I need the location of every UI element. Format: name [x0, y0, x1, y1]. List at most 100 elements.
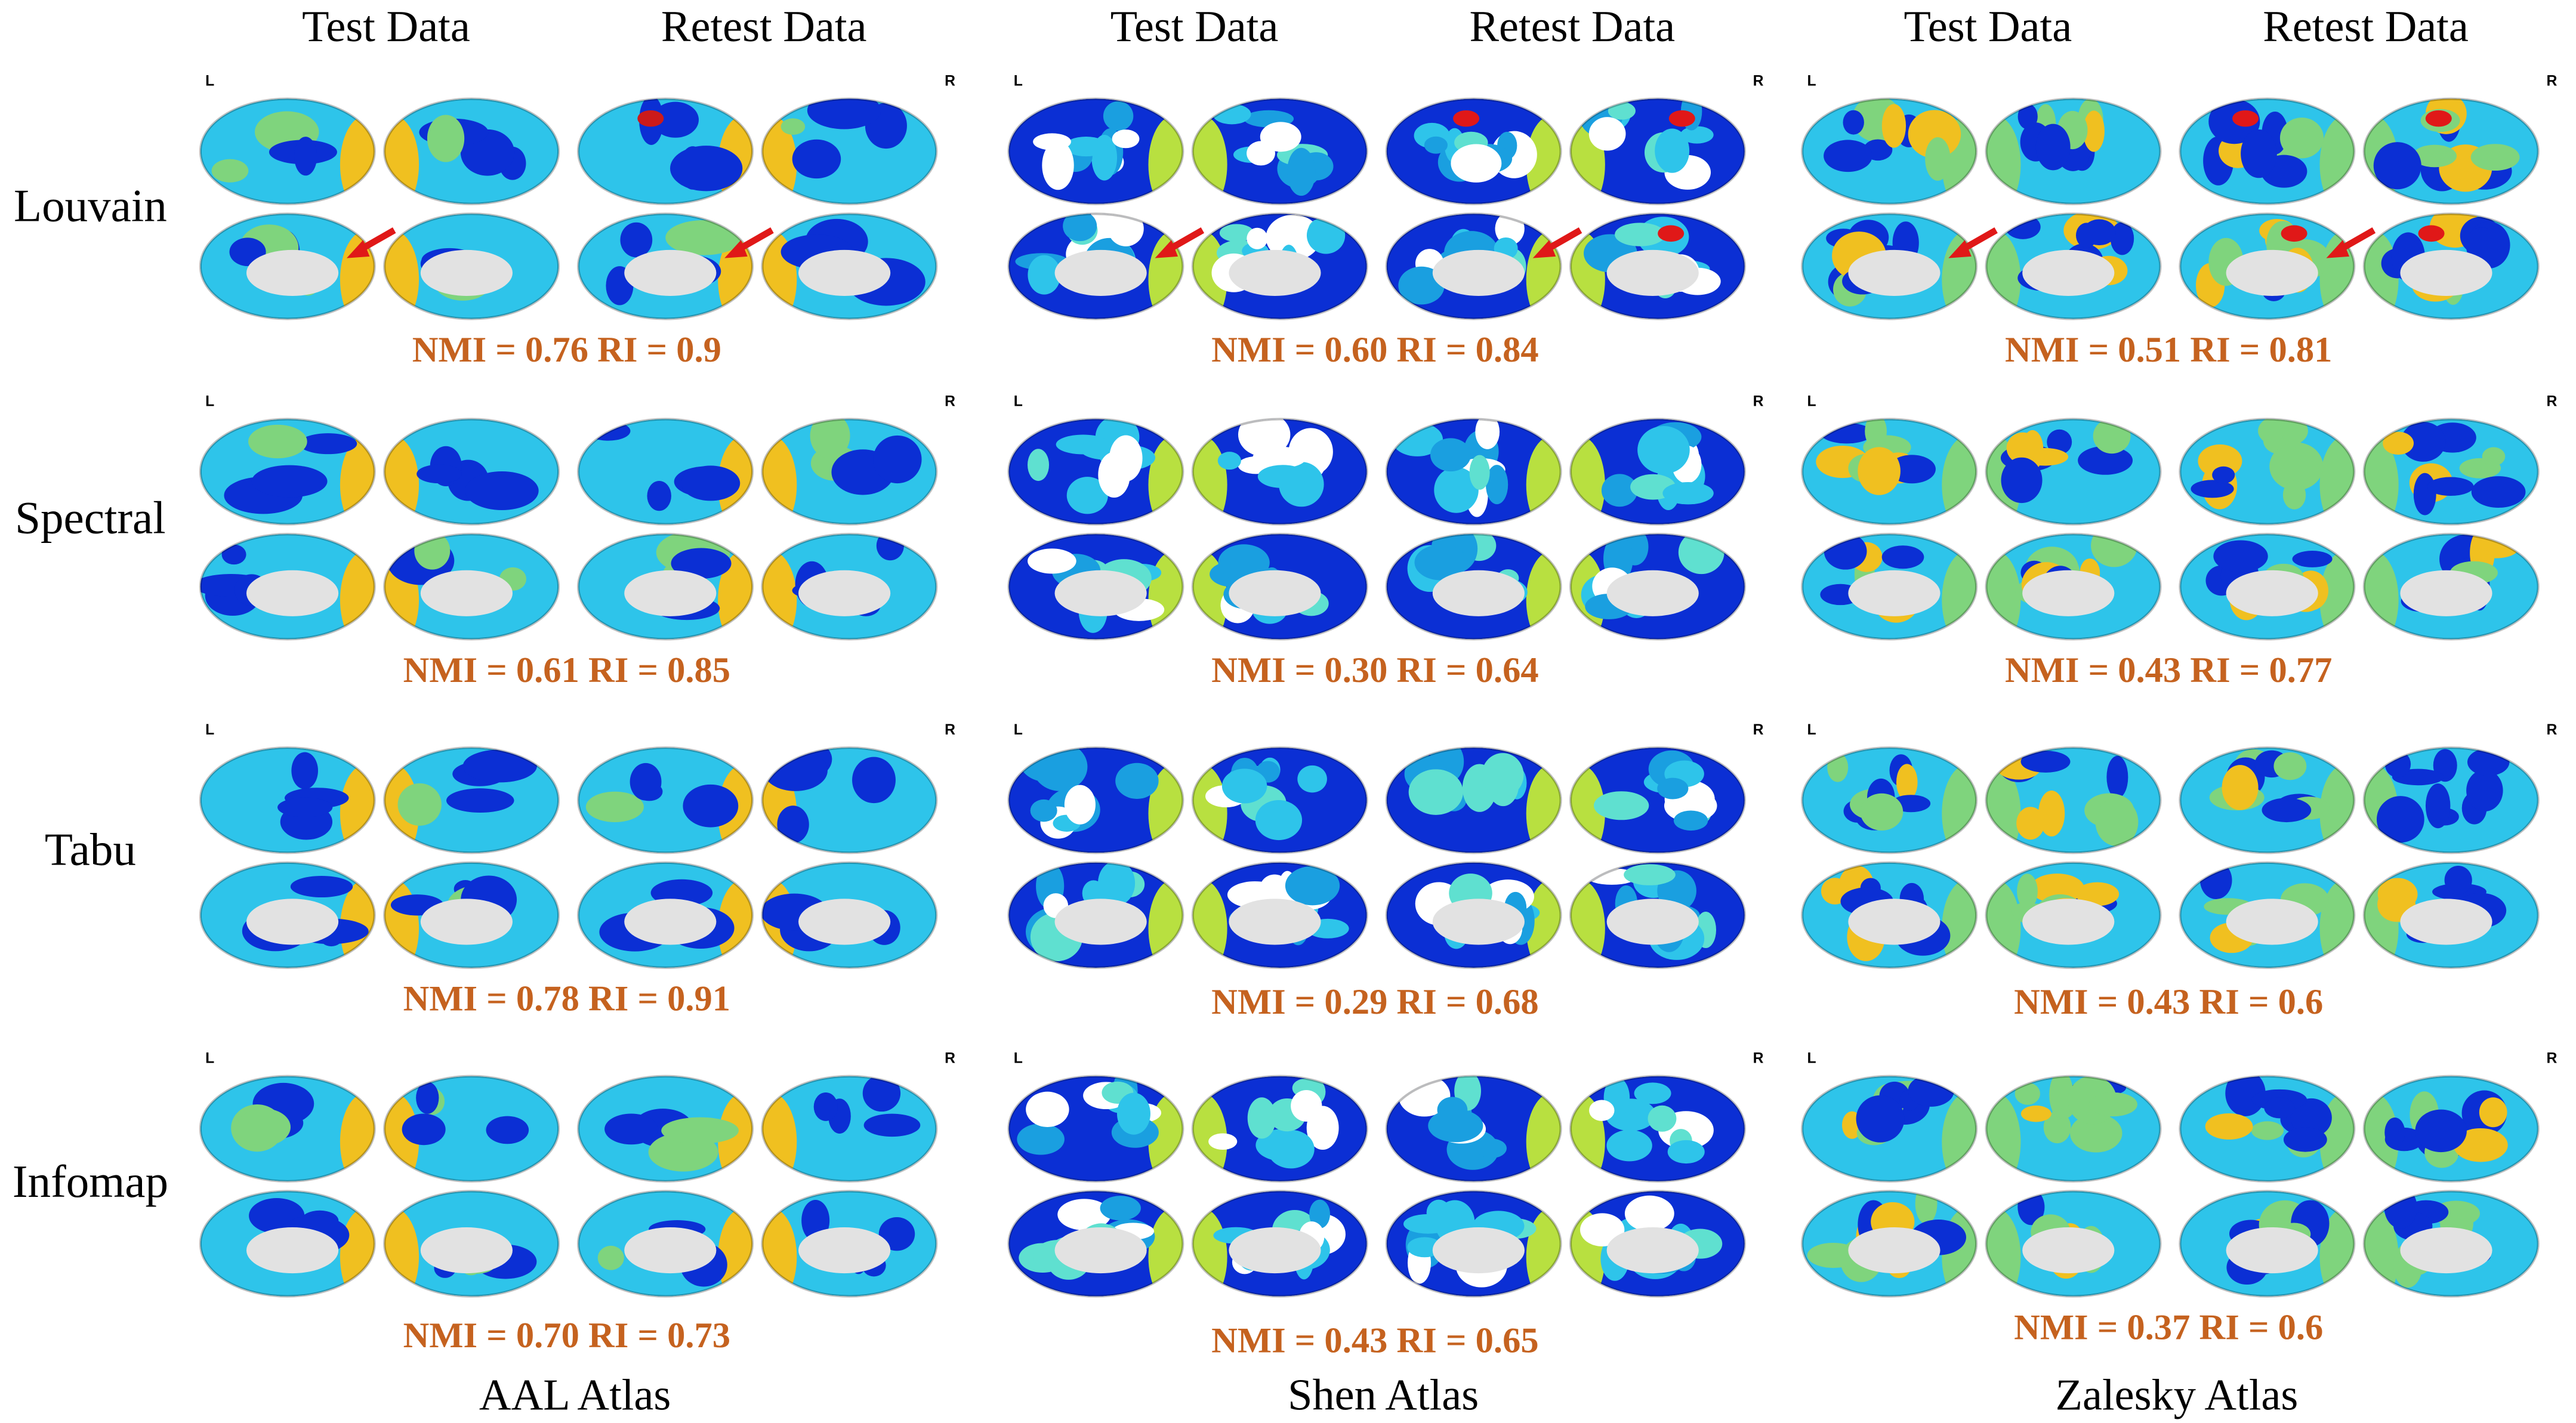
brain-region [237, 1108, 291, 1146]
brain-medial-wall [2226, 1227, 2318, 1274]
brain-region [630, 763, 662, 801]
brain-shade [1985, 746, 2162, 854]
brain-render [1985, 533, 2162, 641]
brain-surface [1386, 748, 1561, 853]
brain-region [2479, 1097, 2507, 1128]
brain-region [1238, 419, 1291, 457]
brain-region [1247, 227, 1268, 249]
brain-region [1915, 1191, 1938, 1224]
brain-render [383, 746, 560, 854]
brain-render [1985, 1075, 2162, 1183]
brain-render [1801, 861, 1978, 970]
brain-region [2106, 755, 2128, 799]
brain-region [1028, 449, 1050, 481]
brain-render [1801, 746, 1978, 854]
brain-render [2362, 212, 2540, 320]
brain-surface [2180, 748, 2355, 853]
brain-region [1615, 223, 1665, 246]
brain-render [2179, 533, 2356, 641]
brain-region [1116, 1092, 1150, 1135]
brain-render [1191, 533, 1368, 641]
brain-shade [577, 533, 754, 641]
brain-region [2466, 769, 2503, 812]
brain-medial-wall [1606, 570, 1699, 616]
hemisphere-right: R [1753, 1051, 1764, 1067]
brain-shade [1801, 418, 1978, 526]
brain-region [2482, 447, 2506, 466]
atlas-name: Shen Atlas [1288, 1371, 1479, 1420]
brain-shade [1569, 97, 1746, 205]
brain-medial-wall [1432, 249, 1525, 296]
brain-shade [1007, 212, 1184, 320]
brain-medial-wall [1606, 249, 1699, 296]
hemisphere-right: R [2546, 73, 2557, 89]
result-text: NMI = 0.70 RI = 0.73 [403, 1316, 730, 1356]
brain-surface [1192, 534, 1367, 640]
brain-render [2362, 746, 2540, 854]
hemisphere-right: R [2546, 722, 2557, 738]
result-text: NMI = 0.43 RI = 0.77 [2005, 650, 2332, 690]
brain-surface [2364, 748, 2538, 853]
brain-surface [384, 214, 559, 319]
brain-surface [384, 1076, 559, 1181]
brain-region [2251, 1121, 2284, 1140]
brain-render [761, 746, 938, 854]
brain-surface [384, 862, 559, 968]
brain-render [2362, 1190, 2540, 1298]
brain-render [1569, 1075, 1746, 1183]
brain-region [1858, 447, 1901, 495]
brain-surface [1571, 748, 1745, 853]
brain-render [1007, 1075, 1184, 1183]
brain-region [1843, 110, 1864, 135]
brain-medial-wall [1848, 249, 1941, 296]
brain-shade [199, 861, 376, 970]
brain-render [1985, 97, 2162, 205]
brain-surface [762, 862, 937, 968]
brain-render [1801, 533, 1978, 641]
brain-render [1801, 212, 1978, 320]
brain-shade [1191, 1075, 1368, 1183]
brain-region [2290, 1098, 2332, 1137]
brain-surface [578, 862, 752, 968]
brain-region [397, 783, 442, 826]
brain-shade [1569, 1075, 1746, 1183]
brain-render [1985, 1190, 2162, 1298]
brain-region [1255, 1129, 1310, 1162]
brain-surface [1571, 534, 1745, 640]
hemisphere-left: L [1807, 393, 1816, 409]
brain-render [1985, 861, 2162, 970]
brain-surface [1571, 1076, 1745, 1181]
brain-region [2269, 442, 2324, 490]
brain-surface [1386, 862, 1561, 968]
brain-surface [578, 748, 752, 853]
pointer-arrowhead [1155, 240, 1179, 258]
hemisphere-right: R [1753, 722, 1764, 738]
brain-region [1668, 110, 1695, 127]
brain-shade [577, 418, 754, 526]
brain-render [199, 97, 376, 205]
brain-shade [1569, 861, 1746, 970]
brain-shade [761, 746, 938, 854]
brain-surface [1192, 98, 1367, 204]
brain-shade [199, 212, 376, 320]
brain-region [2017, 873, 2038, 909]
brain-render [1385, 1190, 1562, 1298]
brain-surface [1986, 1191, 2161, 1297]
brain-region [2043, 1111, 2071, 1144]
brain-region [2273, 752, 2307, 780]
brain-surface [578, 419, 752, 524]
brain-surface [1386, 534, 1561, 640]
brain-shade [1007, 1190, 1184, 1298]
brain-surface [200, 214, 375, 319]
result-text: NMI = 0.60 RI = 0.84 [1211, 330, 1538, 370]
brain-region [1593, 791, 1649, 820]
brain-medial-wall [1432, 570, 1525, 616]
brain-render [199, 1190, 376, 1298]
brain-render [1007, 212, 1184, 320]
result-text: NMI = 0.30 RI = 0.64 [1211, 650, 1538, 690]
brain-render [199, 861, 376, 970]
brain-surface [200, 98, 375, 204]
brain-render [1569, 533, 1746, 641]
brain-shade [199, 97, 376, 205]
brain-shade [761, 418, 938, 526]
